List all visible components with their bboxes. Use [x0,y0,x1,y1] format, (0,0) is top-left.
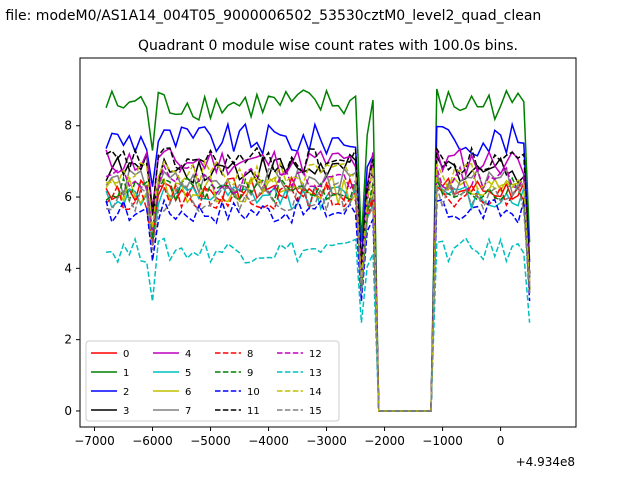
y-tick-label: 6 [64,190,72,204]
x-tick-label: −5000 [190,434,231,448]
x-tick-label: −3000 [306,434,347,448]
x-tick-label: −1000 [422,434,463,448]
x-axis: −7000 −6000 −5000 −4000 −3000 −2000 −1000 0 [74,427,504,448]
y-tick-label: 4 [64,261,72,275]
legend-label-15: 15 [309,406,322,417]
legend-label-13: 13 [309,368,322,379]
x-tick-label: −6000 [132,434,173,448]
x-tick-label: −7000 [74,434,115,448]
legend-label-12: 12 [309,349,322,360]
series-line-8 [105,182,531,412]
series-line-9 [105,175,531,412]
legend-label-9: 9 [247,368,253,379]
y-tick-label: 8 [64,119,72,133]
series-line-14 [106,159,531,412]
x-axis-offset-label: +4.934e8 [516,455,575,469]
series-line-11 [105,145,531,412]
x-tick-label: 0 [497,434,505,448]
legend-label-8: 8 [247,349,253,360]
legend-label-1: 1 [123,368,129,379]
chart-title: Quadrant 0 module wise count rates with … [138,38,518,54]
legend-label-11: 11 [247,406,260,417]
y-tick-label: 0 [64,404,72,418]
legend-label-2: 2 [123,387,129,398]
legend-label-14: 14 [309,387,322,398]
series-line-12 [105,163,531,412]
series-line-15 [105,181,531,412]
legend-label-5: 5 [185,368,191,379]
series-line-1 [105,88,531,412]
legend-label-7: 7 [185,406,191,417]
y-tick-label: 2 [64,333,72,347]
figure-suptitle: n file: modeM0/AS1A14_004T05_9000006502_… [0,8,541,24]
series-line-7 [105,166,531,412]
axes-frame [79,57,577,428]
y-axis: 0 2 4 6 8 [64,119,80,418]
x-tick-label: −2000 [364,434,405,448]
legend-label-6: 6 [185,387,191,398]
series-line-10 [105,196,531,412]
series-line-2 [105,121,531,412]
legend-label-4: 4 [185,349,191,360]
legend-label-3: 3 [123,406,129,417]
series-layer [105,88,531,412]
series-line-4 [105,147,531,412]
x-tick-label: −4000 [248,434,289,448]
legend-label-0: 0 [123,349,129,360]
legend-box [85,340,340,422]
legend-label-10: 10 [247,387,260,398]
